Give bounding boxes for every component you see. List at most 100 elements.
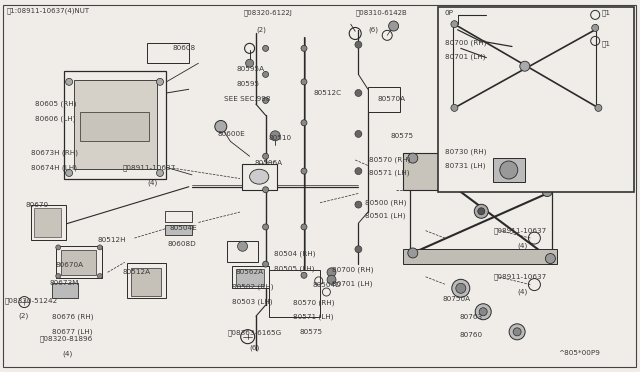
Text: ⓝ1:08911-10637(4)NUT: ⓝ1:08911-10637(4)NUT [6,8,90,15]
Bar [368,87,400,112]
Text: Ⓢ08330-51242: Ⓢ08330-51242 [5,297,58,304]
Text: 80673H (RH): 80673H (RH) [31,149,77,156]
Text: 80606 (LH): 80606 (LH) [35,116,76,122]
Text: 80676 (RH): 80676 (RH) [52,314,94,320]
Bar [34,208,61,237]
Bar [438,7,634,192]
Circle shape [56,245,61,250]
Text: ⓝ08911-10637: ⓝ08911-10637 [123,165,176,171]
Text: 80504E: 80504E [170,225,197,231]
Text: 80504D: 80504D [312,282,341,288]
Text: 80670A: 80670A [55,262,83,268]
Text: 80595A: 80595A [237,66,265,72]
Text: (2): (2) [256,26,266,33]
Text: (4): (4) [517,242,527,249]
Circle shape [513,328,521,336]
Text: 80512A: 80512A [123,269,151,275]
Bar [242,164,277,190]
Circle shape [509,324,525,340]
Circle shape [97,273,102,279]
Text: (4): (4) [63,350,73,357]
Circle shape [520,61,530,71]
Circle shape [388,21,399,31]
Bar [61,250,96,275]
Circle shape [355,168,362,174]
Circle shape [157,78,163,85]
Text: ⓝ1: ⓝ1 [602,10,611,16]
Text: 80701 (LH): 80701 (LH) [332,280,372,287]
Text: 80595: 80595 [237,81,260,87]
Text: 80760: 80760 [460,332,483,338]
Text: 80674H (LH): 80674H (LH) [31,164,77,171]
Text: 80571 (LH): 80571 (LH) [293,314,333,320]
Text: 80608: 80608 [173,45,196,51]
Text: 80730 (RH): 80730 (RH) [445,148,486,155]
Text: Ⓢ08363-6165G: Ⓢ08363-6165G [227,330,282,336]
Text: 80502 (RH): 80502 (RH) [232,284,273,291]
Text: 80570 (RH): 80570 (RH) [369,157,411,163]
Circle shape [66,78,72,85]
Text: 80512C: 80512C [314,90,342,96]
Text: 80731 (LH): 80731 (LH) [445,162,485,169]
Text: 80763: 80763 [460,314,483,320]
Text: 80575: 80575 [390,133,413,139]
Circle shape [237,241,248,251]
Circle shape [355,246,362,253]
Bar [131,268,161,296]
Circle shape [56,273,61,279]
Circle shape [355,90,362,96]
Text: 80562A: 80562A [236,269,264,275]
Text: 80501 (LH): 80501 (LH) [365,212,405,219]
Text: (4): (4) [147,180,157,186]
Circle shape [474,204,488,218]
Text: 80500 (RH): 80500 (RH) [365,199,406,206]
Text: 80700 (RH): 80700 (RH) [445,39,486,46]
Text: 80673M: 80673M [49,280,79,286]
Bar [493,158,525,182]
Circle shape [456,283,466,293]
Circle shape [97,245,102,250]
Circle shape [408,153,418,163]
Bar [403,153,438,190]
Text: 80571 (LH): 80571 (LH) [369,170,410,176]
Bar [31,205,66,240]
Text: (6): (6) [250,344,260,351]
Text: 80605 (RH): 80605 (RH) [35,101,77,108]
Bar [165,211,192,222]
Circle shape [451,105,458,111]
Circle shape [301,45,307,51]
Text: 80608D: 80608D [168,241,196,247]
Ellipse shape [250,169,269,184]
Circle shape [301,120,307,126]
Circle shape [355,131,362,137]
Text: Ⓢ08320-81896: Ⓢ08320-81896 [40,335,93,342]
Circle shape [475,304,492,320]
Circle shape [327,275,336,284]
Circle shape [262,153,269,159]
Bar [227,241,258,262]
Circle shape [355,201,362,208]
Text: 80750A: 80750A [443,296,471,302]
Text: ^805*00P9: ^805*00P9 [558,350,600,356]
Text: 80512H: 80512H [97,237,126,243]
Circle shape [215,121,227,132]
Circle shape [262,261,269,267]
Text: 80570A: 80570A [378,96,406,102]
Circle shape [262,97,269,103]
Text: Ⓢ08320-6122J: Ⓢ08320-6122J [243,10,292,16]
Text: 80677 (LH): 80677 (LH) [52,328,93,335]
Bar [56,246,102,278]
Circle shape [452,279,470,297]
Bar [165,225,192,235]
Text: 80506A: 80506A [255,160,283,166]
Text: 80503 (LH): 80503 (LH) [232,298,272,305]
Text: 80504 (RH): 80504 (RH) [274,250,316,257]
Circle shape [301,272,307,278]
Circle shape [408,248,418,258]
Circle shape [451,21,458,28]
Text: SEE SEC.998: SEE SEC.998 [224,96,271,102]
Text: 80570 (RH): 80570 (RH) [293,300,335,307]
Bar [52,283,78,298]
Circle shape [478,208,484,215]
Text: ⓝ1: ⓝ1 [602,41,611,47]
